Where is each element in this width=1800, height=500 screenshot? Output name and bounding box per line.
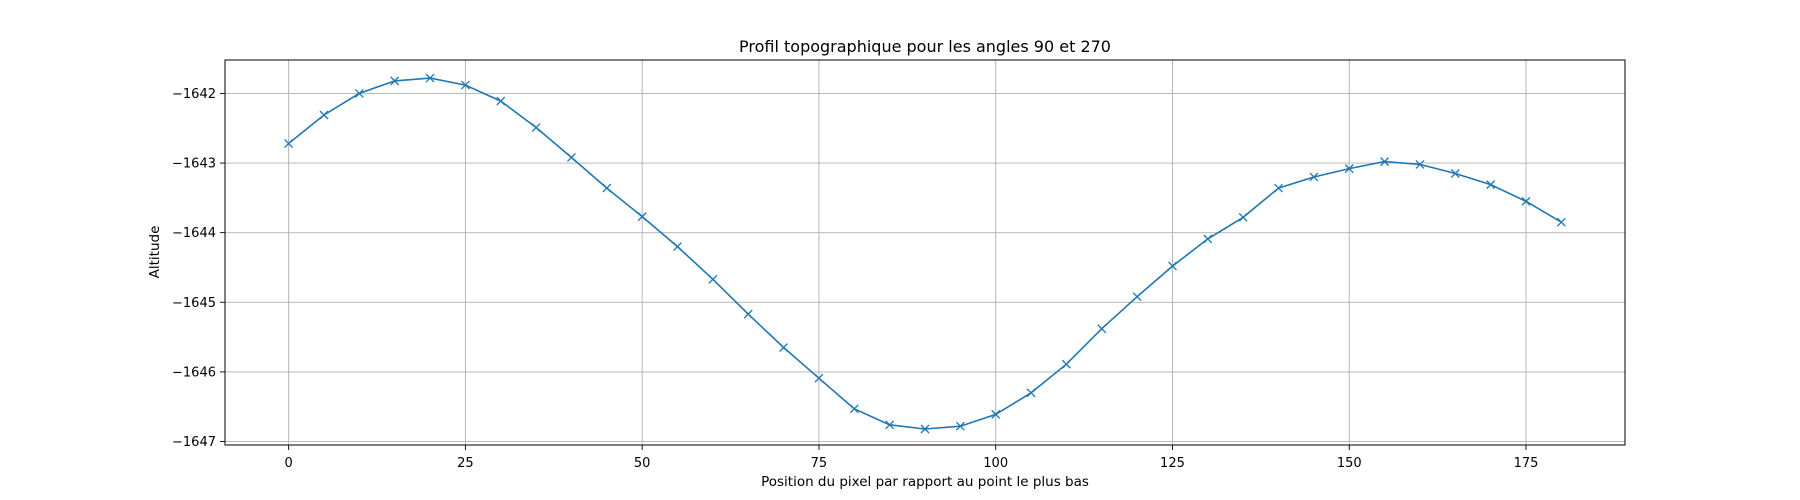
- data-point-marker: [425, 73, 435, 83]
- data-point-marker: [743, 309, 753, 319]
- data-point-marker: [991, 409, 1001, 419]
- x-tick-label: 0: [284, 456, 292, 471]
- y-tick-label: −1642: [172, 87, 216, 102]
- y-tick-label: −1644: [172, 226, 216, 241]
- data-point-marker: [460, 80, 470, 90]
- x-tick-label: 150: [1337, 456, 1362, 471]
- data-point-marker: [496, 96, 506, 106]
- y-tick-label: −1646: [172, 365, 216, 380]
- series-line: [288, 77, 1562, 430]
- x-tick-label: 50: [634, 456, 651, 471]
- grid: [225, 60, 1625, 445]
- data-point-marker: [920, 424, 930, 434]
- x-tick-label: 100: [983, 456, 1008, 471]
- y-tick-label: −1647: [172, 435, 216, 450]
- data-point-marker: [673, 242, 682, 252]
- data-point-marker: [1274, 183, 1283, 193]
- data-point-marker: [885, 420, 895, 430]
- data-point-marker: [779, 343, 789, 352]
- x-axis-label: Position du pixel par rapport au point l…: [761, 474, 1089, 490]
- data-point-marker: [814, 373, 824, 383]
- plot-frame: [224, 59, 1626, 446]
- x-tick-label: 25: [457, 456, 474, 471]
- data-point-marker: [1486, 180, 1496, 190]
- data-point-marker: [849, 404, 859, 414]
- y-axis-label: Altitude: [147, 226, 163, 279]
- data-point-marker: [1061, 359, 1071, 369]
- y-tick-label: −1643: [172, 157, 216, 172]
- data-point-marker: [1521, 196, 1531, 206]
- data-point-marker: [1556, 217, 1566, 227]
- data-point-marker: [1097, 324, 1107, 334]
- data-point-marker: [1203, 234, 1213, 244]
- data-point-marker: [1168, 261, 1177, 271]
- data-point-marker: [708, 274, 718, 284]
- chart-title: Profil topographique pour les angles 90 …: [739, 37, 1111, 56]
- data-point-marker: [567, 153, 576, 162]
- x-tick-label: 175: [1514, 456, 1539, 471]
- data-point-marker: [354, 88, 364, 98]
- data-point-marker: [1380, 157, 1390, 167]
- x-tick-label: 125: [1160, 456, 1185, 471]
- data-point-marker: [637, 212, 647, 222]
- data-point-marker: [1238, 212, 1248, 222]
- data-point-marker: [1132, 292, 1142, 302]
- series-layer: [284, 73, 1566, 434]
- y-axis-ticks: −1647 −1646 −1645 −1644 −1643 −1642: [172, 87, 225, 450]
- data-point-marker: [1026, 388, 1036, 398]
- data-point-marker: [1450, 169, 1460, 178]
- x-axis-ticks: 0 25 50 75 100 125 150 175: [284, 445, 1538, 471]
- data-point-marker: [1344, 164, 1354, 174]
- data-point-marker: [390, 76, 400, 86]
- data-point-marker: [531, 123, 541, 132]
- data-point-marker: [602, 183, 612, 193]
- data-point-marker: [1309, 172, 1319, 182]
- data-point-marker: [319, 110, 329, 120]
- data-point-marker: [284, 139, 294, 149]
- data-point-marker: [1415, 159, 1425, 169]
- x-tick-label: 75: [811, 456, 828, 471]
- data-point-marker: [955, 421, 965, 431]
- y-tick-label: −1645: [172, 296, 216, 311]
